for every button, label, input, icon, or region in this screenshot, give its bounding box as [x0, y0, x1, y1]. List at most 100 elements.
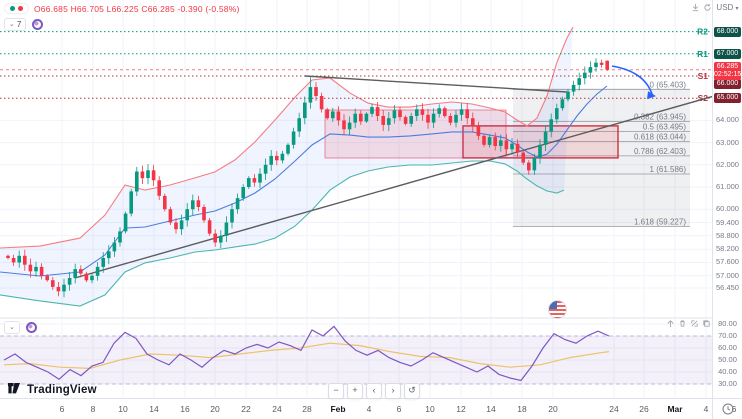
- pivot-badge-S1: 66.000: [714, 79, 741, 89]
- ohlc-legend: O66.685 H66.705 L66.225 C66.285 -0.390 (…: [4, 3, 240, 14]
- rsi-tick: 40.00: [718, 367, 737, 376]
- drawn-arrow-head: [647, 91, 656, 100]
- zoom-in-button[interactable]: +: [347, 383, 363, 399]
- time-axis-label: 10: [118, 404, 128, 414]
- price-tick: 58.200: [716, 244, 739, 254]
- time-axis-label: 6: [396, 404, 402, 414]
- pivot-label-S2: S2: [698, 93, 709, 103]
- gridlines: [0, 0, 712, 398]
- time-axis-label: 18: [517, 404, 527, 414]
- time-axis-label: 8: [90, 404, 96, 414]
- tradingview-glyph-icon: [8, 383, 20, 394]
- indicator-legend: ⌄ 7: [4, 18, 44, 31]
- delete-pane-icon[interactable]: [678, 319, 687, 328]
- price-tick: 64.000: [716, 115, 739, 125]
- tradingview-logo[interactable]: TradingView: [8, 383, 97, 396]
- rsi-indicator-icon[interactable]: [25, 322, 37, 333]
- bollinger-basis-line: [0, 85, 608, 277]
- scroll-to-recent-icon[interactable]: [691, 3, 700, 12]
- timezone-corner: [712, 398, 742, 419]
- rsi-tick: 60.00: [718, 343, 737, 352]
- time-axis[interactable]: 6 8 10 14 16 20 22 24 28 Feb 4 6 10 12 14 18 20 24 26 Mar 4 6: [0, 398, 742, 419]
- fib-level-label: 0.5 (63.495): [643, 123, 686, 132]
- reset-scale-icon[interactable]: [703, 3, 712, 12]
- price-tick: 58.800: [716, 230, 739, 240]
- collapsed-indicators-button[interactable]: ⌄ 7: [4, 18, 27, 31]
- time-axis-label: 28: [302, 404, 312, 414]
- clock-icon[interactable]: [722, 403, 734, 415]
- rsi-tick: 30.00: [718, 379, 737, 388]
- bollinger-fill: [0, 27, 573, 306]
- time-axis-label: Feb: [330, 404, 346, 414]
- time-axis-label: 14: [149, 404, 159, 414]
- scroll-right-button[interactable]: ›: [385, 383, 401, 399]
- scroll-left-button[interactable]: ‹: [366, 383, 382, 399]
- drawn-arrow[interactable]: [611, 65, 654, 98]
- series-dot-green-icon: [10, 6, 15, 11]
- time-axis-label: Mar: [667, 404, 683, 414]
- rsi-tick: 50.00: [718, 355, 737, 364]
- caret-down-icon: ▾: [735, 6, 739, 12]
- price-tick: 57.000: [716, 270, 739, 280]
- price-tick: 62.000: [716, 159, 739, 169]
- chevron-down-icon: ⌄: [9, 21, 15, 28]
- pivot-badge-R2: 68.000: [714, 26, 741, 37]
- time-axis-label: 24: [609, 404, 619, 414]
- time-axis-label: 4: [366, 404, 372, 414]
- bollinger-lower-band: [0, 160, 565, 307]
- time-axis-label: 4: [703, 404, 709, 414]
- zoom-out-button[interactable]: −: [328, 383, 344, 399]
- reset-view-button[interactable]: ↺: [404, 383, 420, 399]
- maximize-pane-icon[interactable]: [690, 319, 699, 328]
- time-axis-label: 6: [59, 404, 65, 414]
- rsi-collapse-button[interactable]: ⌄: [4, 321, 20, 334]
- current-price-badge: 66.285 02:52:15: [714, 61, 742, 80]
- price-tick: 57.600: [716, 257, 739, 267]
- fib-level-label: 0.382 (63.945): [634, 113, 686, 122]
- series-visibility-pill[interactable]: [4, 3, 29, 14]
- price-tick: 59.400: [716, 217, 739, 227]
- price-tick: 60.000: [716, 204, 739, 214]
- rsi-ma-line: [3, 342, 610, 370]
- fib-level-label: 0.618 (63.044): [634, 133, 686, 142]
- ohlc-values: O66.685 H66.705 L66.225 C66.285 -0.390 (…: [34, 3, 240, 14]
- time-axis-label: 26: [639, 404, 649, 414]
- price-tick: 56.450: [716, 283, 739, 292]
- bollinger-upper-band: [0, 26, 574, 249]
- fib-level-label: 0 (65.403): [650, 80, 687, 89]
- price-scale[interactable]: USD ▾ 64.000 63.000 62.000 61.000 60.000 59.4…: [712, 0, 742, 398]
- price-tick: 61.000: [716, 182, 739, 191]
- trendline-1[interactable]: [74, 95, 712, 279]
- move-pane-up-icon[interactable]: [666, 319, 675, 328]
- rsi-tick: 70.00: [718, 331, 737, 340]
- rsi-line: [3, 325, 610, 382]
- pivot-badge-S2: 65.000: [714, 93, 741, 104]
- trendline-2[interactable]: [304, 75, 568, 93]
- time-axis-label: 20: [210, 404, 220, 414]
- pivot-label-R2: R2: [697, 27, 708, 37]
- restore-pane-icon[interactable]: [702, 319, 711, 328]
- indicator-icon[interactable]: [32, 19, 44, 30]
- pane-top-controls: [691, 3, 712, 12]
- rsi-pane-controls: [666, 319, 711, 328]
- time-axis-label: 10: [425, 404, 435, 414]
- fib-level-label: 0.786 (62.403): [634, 147, 686, 156]
- chevron-down-icon: ⌄: [9, 324, 15, 331]
- rsi-tick: 80.00: [718, 319, 737, 328]
- time-axis-label: 20: [548, 404, 558, 414]
- price-tick: 63.000: [716, 137, 739, 147]
- time-axis-label: 12: [456, 404, 466, 414]
- time-axis-label: 22: [241, 404, 251, 414]
- pivot-label-S1: S1: [698, 71, 709, 81]
- fib-level-label: 1.618 (59.227): [634, 217, 686, 226]
- us-flag-icon: [548, 300, 567, 319]
- chart-zoom-toolbar: − + ‹ › ↺: [328, 383, 420, 399]
- rsi-band: [0, 336, 712, 384]
- pivot-label-R1: R1: [697, 49, 708, 59]
- time-axis-label: 14: [486, 404, 496, 414]
- candlestick-series: [6, 58, 609, 298]
- series-dot-red-icon: [18, 6, 23, 11]
- chart-canvas[interactable]: 0 (65.403) 0.382 (63.945)0.5 (63.495)0.61…: [0, 0, 712, 398]
- price-scale-currency[interactable]: USD ▾: [716, 3, 739, 12]
